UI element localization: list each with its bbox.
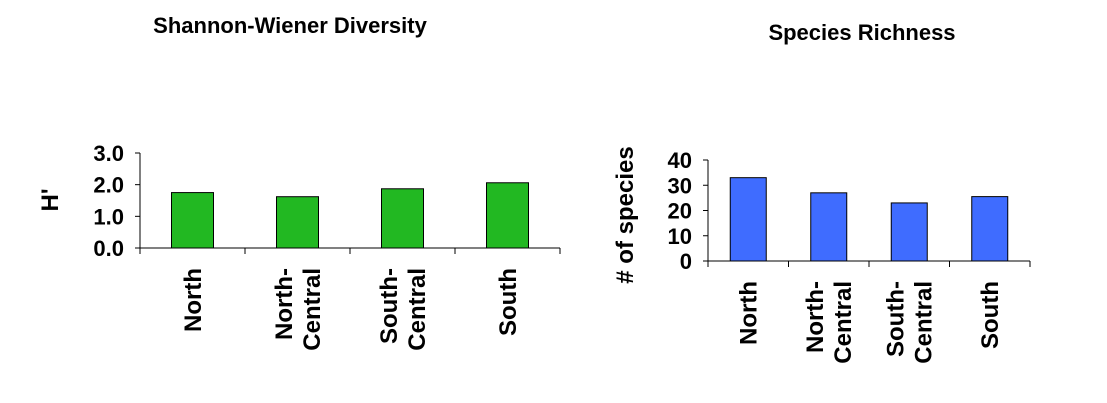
bar (486, 182, 529, 249)
x-category-label: Central (911, 281, 938, 364)
y-tick-label: 0.0 (93, 236, 124, 261)
x-category-label: South- (883, 281, 910, 357)
bar (171, 192, 214, 249)
bar (276, 196, 319, 249)
bar (890, 202, 928, 262)
x-category-label: South (977, 281, 1004, 349)
y-tick-label: 1.0 (93, 204, 124, 229)
x-category-label: North- (802, 281, 829, 353)
y-tick-label: 30 (668, 173, 692, 198)
y-tick-label: 20 (668, 199, 692, 224)
bar (381, 188, 424, 249)
chart-title: Species Richness (768, 20, 955, 45)
bar (971, 196, 1009, 262)
x-category-label: Central (299, 268, 326, 351)
x-category-label: North (736, 281, 763, 345)
bar (810, 192, 848, 262)
y-tick-label: 0 (680, 249, 692, 274)
chart-shannon-wiener: Shannon-Wiener Diversity H' 0.0 1.0 2.0 3.0… (37, 13, 561, 351)
x-category-label: Central (830, 281, 857, 364)
y-axis-label: H' (37, 188, 64, 211)
y-tick-label: 40 (668, 148, 692, 173)
y-tick-label: 3.0 (93, 141, 124, 166)
x-category-label: North (180, 268, 207, 332)
bar (729, 177, 767, 262)
x-category-label: South- (376, 268, 403, 344)
x-category-label: South (495, 268, 522, 336)
x-category-label: Central (404, 268, 431, 351)
chart-title: Shannon-Wiener Diversity (153, 13, 427, 38)
y-tick-label: 10 (668, 224, 692, 249)
y-tick-label: 2.0 (93, 173, 124, 198)
y-axis-label: # of species (612, 146, 639, 283)
x-category-label: North- (271, 268, 298, 340)
